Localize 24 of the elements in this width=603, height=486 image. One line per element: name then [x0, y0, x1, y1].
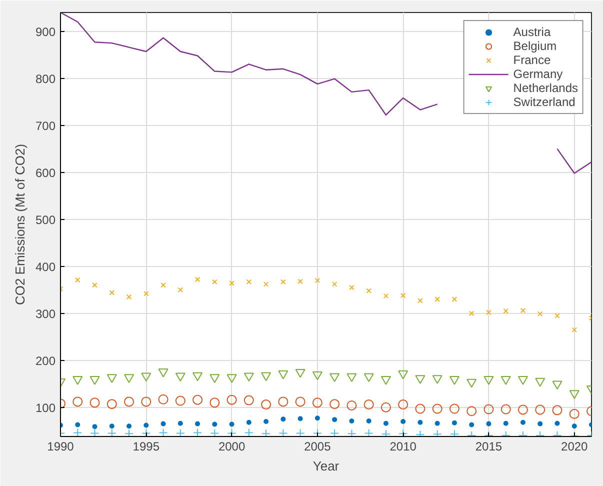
x-tick-label: 1990: [47, 440, 74, 454]
x-tick-label: 2010: [390, 440, 417, 454]
y-tick-label: 100: [35, 400, 56, 415]
y-tick-label: 800: [35, 72, 56, 86]
y-tick-label: 600: [35, 166, 56, 180]
y-tick-label: 900: [35, 24, 56, 39]
y-tick-label: 200: [35, 354, 56, 368]
x-tick-label: 2005: [304, 440, 332, 454]
legend-label: France: [513, 53, 551, 67]
y-tick-label: 400: [35, 260, 56, 274]
y-tick-label: 500: [35, 212, 56, 227]
y-tick-label: 700: [35, 118, 56, 133]
x-axis-title: Year: [312, 458, 340, 474]
x-tick-label: 2000: [218, 440, 246, 454]
legend-label: Austria: [513, 25, 551, 39]
y-tick-label: 300: [35, 306, 56, 321]
legend-label: Belgium: [513, 39, 557, 53]
legend-label: Switzerland: [513, 95, 576, 109]
x-tick-label: 2020: [561, 440, 588, 454]
legend-label: Germany: [513, 67, 563, 81]
legend-label: Netherlands: [513, 81, 578, 95]
y-axis-title: CO2 Emissions (Mt of CO2): [12, 144, 28, 306]
x-tick-label: 2015: [475, 440, 502, 454]
x-tick-label: 1995: [132, 440, 160, 454]
